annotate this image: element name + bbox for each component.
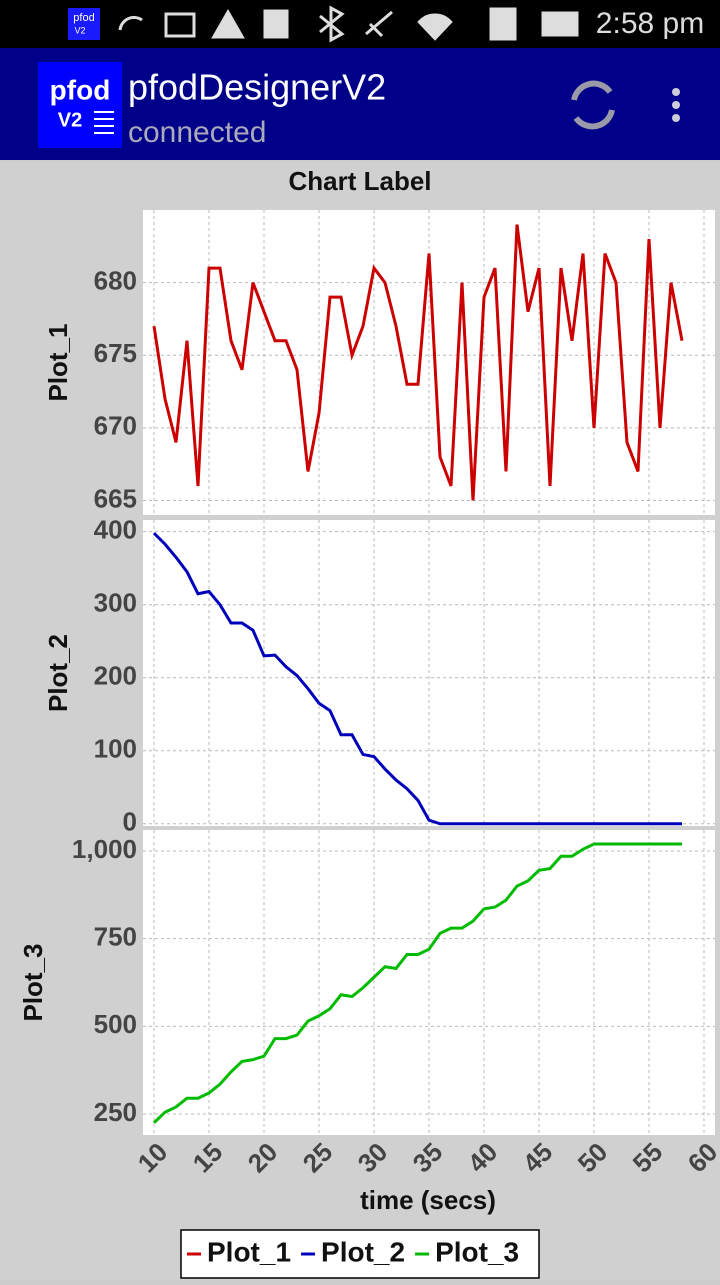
y-tick-label: 400 [94, 515, 137, 545]
menu-button[interactable] [672, 88, 680, 122]
status-icons [118, 5, 579, 43]
y-tick-label: 675 [94, 338, 137, 368]
y-axis-label: Plot_2 [43, 634, 73, 712]
legend-label: Plot_3 [435, 1236, 519, 1267]
app-icon [68, 8, 100, 40]
legend-label: Plot_2 [321, 1236, 405, 1267]
app-icon-text: V2 [74, 25, 85, 35]
app-icon-text: pfod [73, 12, 94, 24]
y-tick-label: 1,000 [72, 834, 137, 864]
logo-lines [94, 111, 114, 134]
y-tick-label: 200 [94, 661, 137, 691]
logo-text: V2 [58, 109, 82, 131]
refresh-button[interactable] [571, 80, 615, 130]
app-subtitle: connected [128, 116, 266, 149]
y-tick-label: 680 [94, 265, 137, 295]
y-tick-label: 750 [94, 922, 137, 952]
chart-title: Chart Label [288, 166, 431, 196]
series-line [152, 532, 682, 826]
y-tick-label: 100 [94, 734, 137, 764]
app-title: pfodDesignerV2 [128, 67, 386, 108]
y-axis-label: Plot_1 [43, 323, 73, 401]
status-bar [0, 0, 720, 48]
y-tick-label: 250 [94, 1097, 137, 1127]
y-tick-label: 665 [94, 483, 137, 513]
y-tick-label: 0 [123, 807, 137, 837]
series-line [152, 224, 684, 501]
y-tick-label: 500 [94, 1009, 137, 1039]
logo-text: pfod [50, 74, 111, 105]
clock: 2:58 pm [596, 7, 704, 40]
y-tick-label: 670 [94, 411, 137, 441]
legend [180, 1229, 540, 1279]
y-tick-label: 300 [94, 588, 137, 618]
x-axis-label: time (secs) [360, 1185, 496, 1215]
y-axis-label: Plot_3 [18, 943, 48, 1021]
legend-label: Plot_1 [207, 1236, 291, 1267]
series-line [152, 842, 682, 1124]
